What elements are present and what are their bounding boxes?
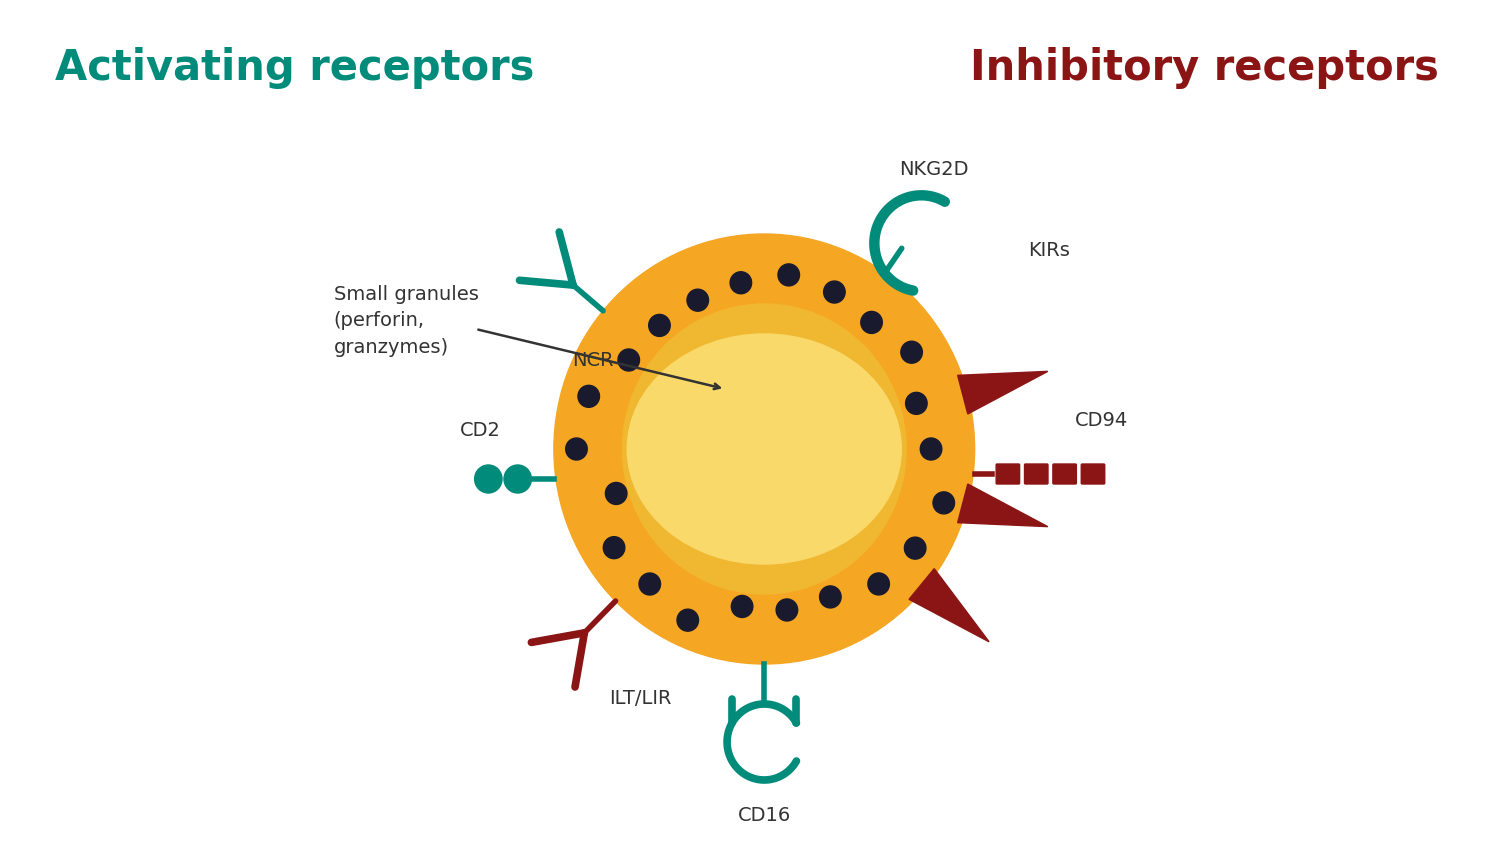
FancyBboxPatch shape [1082, 464, 1104, 485]
Circle shape [648, 315, 670, 337]
Circle shape [902, 342, 922, 363]
FancyBboxPatch shape [1024, 464, 1048, 485]
Circle shape [566, 438, 586, 461]
Circle shape [778, 264, 800, 287]
Text: CD16: CD16 [738, 805, 790, 824]
Circle shape [824, 281, 844, 304]
Text: Small granules
(perforin,
granzymes): Small granules (perforin, granzymes) [333, 285, 478, 357]
Circle shape [578, 386, 600, 408]
Text: ILT/LIR: ILT/LIR [609, 688, 672, 707]
Circle shape [618, 350, 639, 372]
Circle shape [906, 393, 927, 415]
Text: KIRs: KIRs [1029, 241, 1071, 259]
Circle shape [776, 600, 798, 621]
Ellipse shape [627, 334, 902, 565]
Circle shape [676, 609, 699, 631]
Circle shape [819, 586, 842, 608]
Text: CD94: CD94 [1076, 410, 1128, 430]
Circle shape [730, 272, 752, 294]
Circle shape [474, 466, 502, 493]
Circle shape [904, 537, 926, 560]
Circle shape [861, 312, 882, 334]
Text: NCR: NCR [572, 351, 614, 369]
Circle shape [504, 466, 531, 493]
Text: CD2: CD2 [460, 421, 501, 439]
Circle shape [606, 483, 627, 505]
Text: Inhibitory receptors: Inhibitory receptors [970, 47, 1438, 89]
Circle shape [732, 595, 753, 618]
Polygon shape [957, 372, 1048, 415]
Circle shape [687, 290, 708, 312]
Circle shape [622, 305, 906, 595]
Circle shape [554, 235, 975, 664]
Circle shape [868, 573, 889, 595]
Circle shape [639, 573, 660, 595]
Polygon shape [957, 485, 1048, 527]
Text: Activating receptors: Activating receptors [56, 47, 534, 89]
Circle shape [603, 537, 625, 559]
Polygon shape [909, 569, 989, 642]
Circle shape [921, 438, 942, 461]
Circle shape [933, 492, 954, 514]
FancyBboxPatch shape [996, 464, 1020, 485]
FancyBboxPatch shape [1053, 464, 1077, 485]
Text: NKG2D: NKG2D [900, 160, 969, 178]
